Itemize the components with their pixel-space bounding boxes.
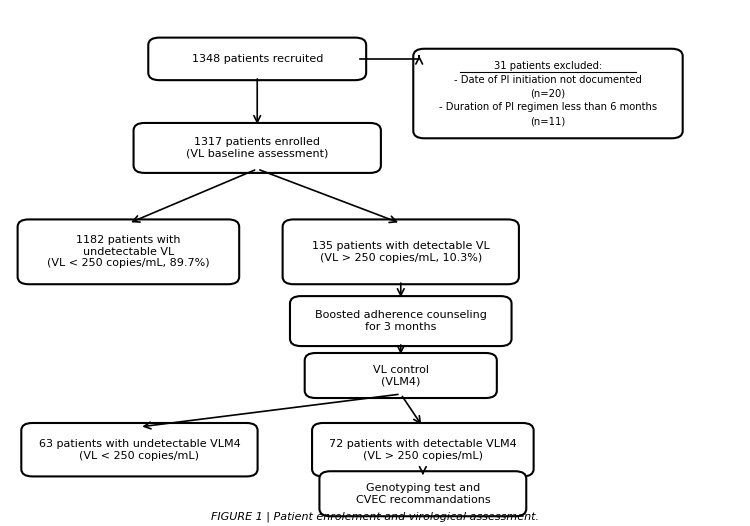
- FancyBboxPatch shape: [413, 49, 682, 138]
- FancyBboxPatch shape: [304, 353, 496, 398]
- Text: 1182 patients with
undetectable VL
(VL < 250 copies/mL, 89.7%): 1182 patients with undetectable VL (VL <…: [47, 235, 210, 268]
- Text: (n=20): (n=20): [530, 88, 566, 98]
- FancyBboxPatch shape: [312, 423, 534, 477]
- FancyBboxPatch shape: [148, 38, 366, 80]
- Text: Boosted adherence counseling
for 3 months: Boosted adherence counseling for 3 month…: [315, 310, 487, 332]
- FancyBboxPatch shape: [17, 219, 239, 284]
- Text: - Date of PI initiation not documented: - Date of PI initiation not documented: [454, 75, 642, 85]
- Text: FIGURE 1 | Patient enrolement and virological assessment.: FIGURE 1 | Patient enrolement and virolo…: [211, 511, 539, 522]
- Text: VL control
(VLM4): VL control (VLM4): [373, 365, 429, 386]
- FancyBboxPatch shape: [283, 219, 519, 284]
- Text: 31 patients excluded:: 31 patients excluded:: [494, 61, 602, 71]
- FancyBboxPatch shape: [134, 123, 381, 173]
- Text: Genotyping test and
CVEC recommandations: Genotyping test and CVEC recommandations: [356, 483, 490, 504]
- FancyBboxPatch shape: [320, 471, 526, 516]
- Text: (n=11): (n=11): [530, 116, 566, 126]
- FancyBboxPatch shape: [290, 296, 512, 346]
- Text: 63 patients with undetectable VLM4
(VL < 250 copies/mL): 63 patients with undetectable VLM4 (VL <…: [38, 439, 240, 460]
- Text: 1317 patients enrolled
(VL baseline assessment): 1317 patients enrolled (VL baseline asse…: [186, 137, 328, 159]
- Text: 1348 patients recruited: 1348 patients recruited: [191, 54, 323, 64]
- FancyBboxPatch shape: [21, 423, 257, 477]
- Text: - Duration of PI regimen less than 6 months: - Duration of PI regimen less than 6 mon…: [439, 103, 657, 113]
- Text: 135 patients with detectable VL
(VL > 250 copies/mL, 10.3%): 135 patients with detectable VL (VL > 25…: [312, 241, 490, 262]
- Text: 72 patients with detectable VLM4
(VL > 250 copies/mL): 72 patients with detectable VLM4 (VL > 2…: [329, 439, 517, 460]
